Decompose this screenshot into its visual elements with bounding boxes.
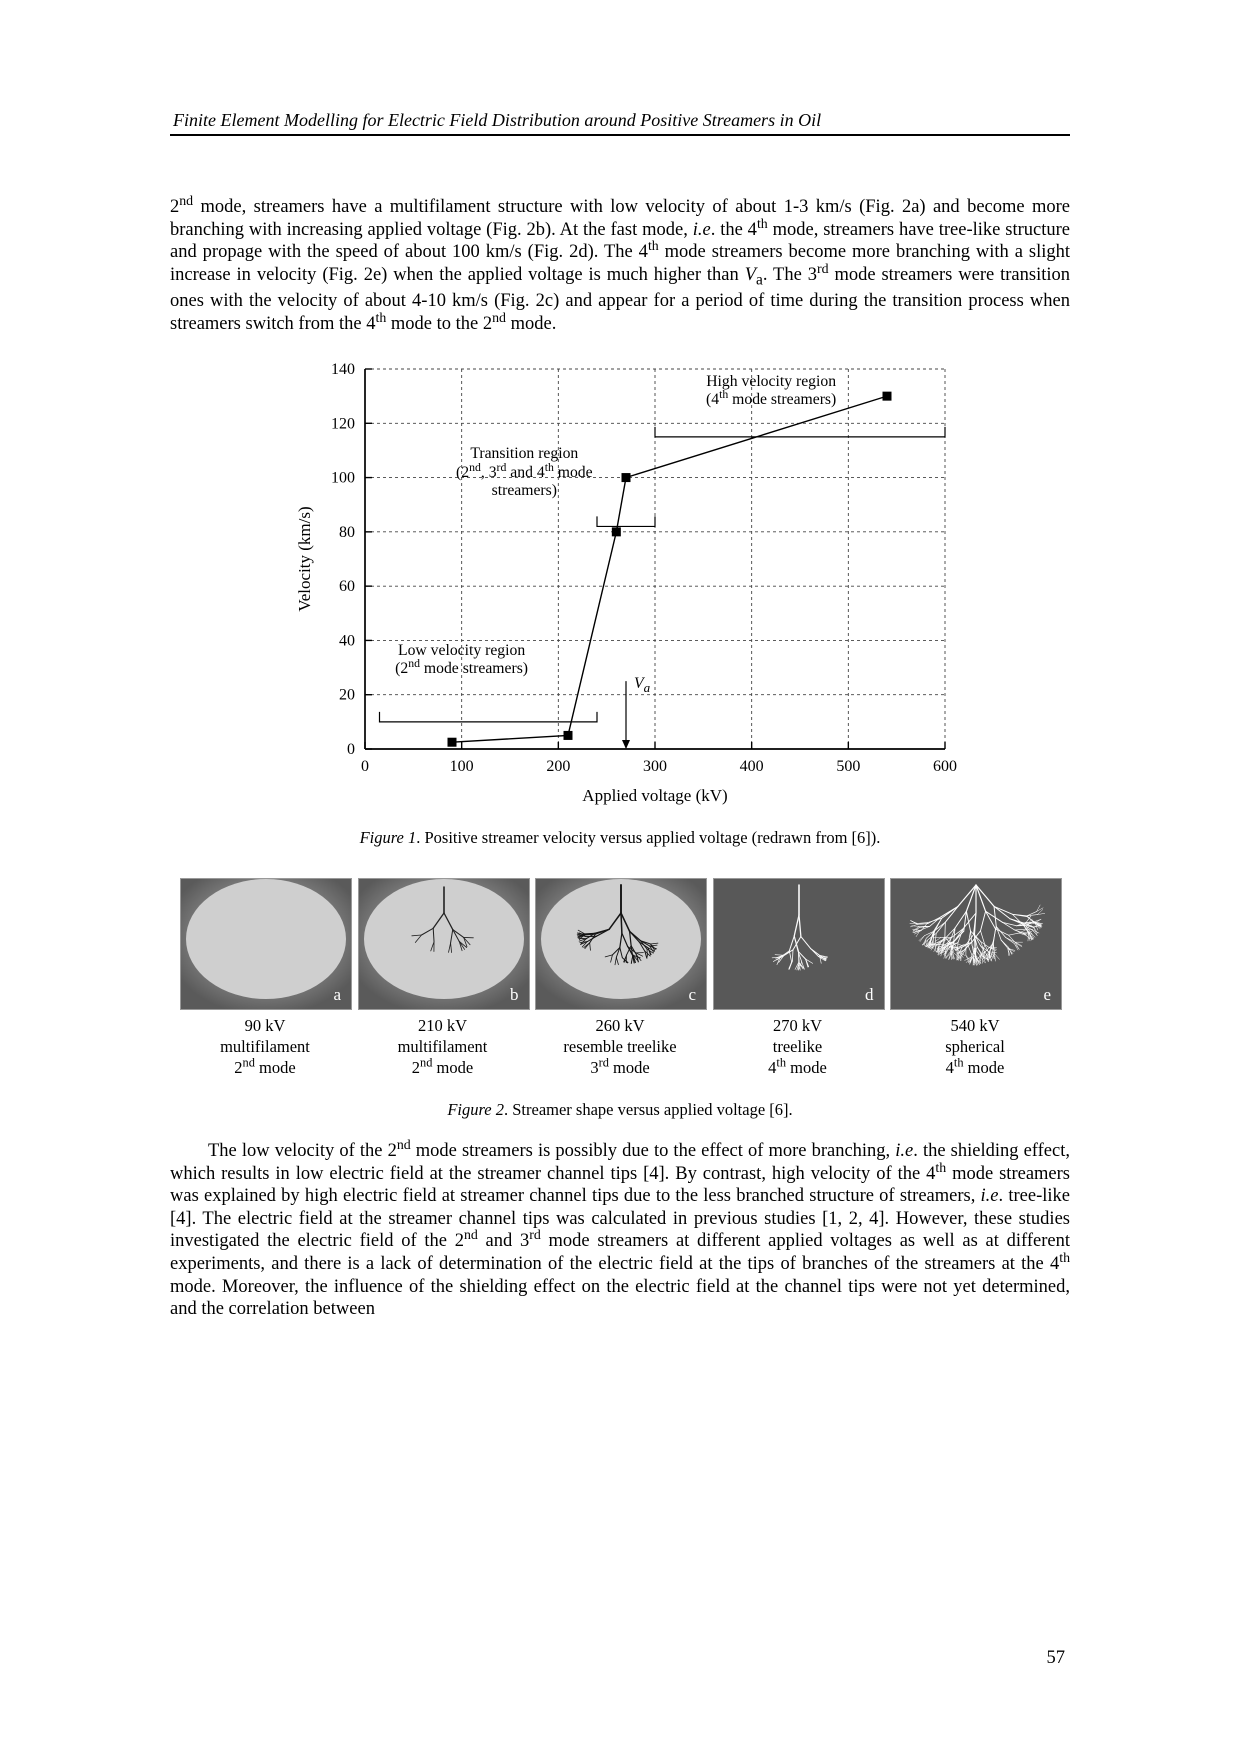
- svg-text:120: 120: [331, 416, 355, 433]
- paragraph-1: 2nd mode, streamers have a multifilament…: [170, 196, 1070, 335]
- svg-text:0: 0: [347, 741, 355, 758]
- svg-text:300: 300: [643, 758, 667, 775]
- figure-2-thumbnail: e: [890, 878, 1062, 1010]
- svg-text:600: 600: [933, 758, 957, 775]
- paragraph-2-text: The low velocity of the 2nd mode streame…: [170, 1140, 1070, 1321]
- svg-text:0: 0: [361, 758, 369, 775]
- figure-2-panel-labels: 90 kVmultifilament2nd mode: [180, 1016, 350, 1078]
- figure-2-thumbnail: b: [358, 878, 530, 1010]
- paragraph-2: The low velocity of the 2nd mode streame…: [170, 1140, 1070, 1321]
- svg-text:Velocity (km/s): Velocity (km/s): [295, 507, 314, 612]
- running-header: Finite Element Modelling for Electric Fi…: [170, 110, 1070, 136]
- figure-2-panel-letter: b: [510, 985, 519, 1005]
- figure-2-panel: c 260 kVresemble treelike3rd mode: [535, 878, 705, 1078]
- figure-2-panel-letter: c: [688, 985, 696, 1005]
- figure-2: a 90 kVmultifilament2nd mode b 210 kVmultif…: [180, 878, 1060, 1120]
- figure-2-caption: Figure 2. Streamer shape versus applied …: [180, 1100, 1060, 1120]
- paragraph-1-text: 2nd mode, streamers have a multifilament…: [170, 196, 1070, 335]
- figure-2-thumbnail: d: [713, 878, 885, 1010]
- svg-text:Applied voltage (kV): Applied voltage (kV): [582, 786, 727, 805]
- figure-1-plot: 0 20 40 60 80 100 120 140 0 100 200 300 400 500 600 App…: [275, 349, 965, 819]
- figure-2-thumbnail: a: [180, 878, 352, 1010]
- figure-2-panel-labels: 260 kVresemble treelike3rd mode: [535, 1016, 705, 1078]
- figure-2-panel-letter: a: [333, 985, 341, 1005]
- svg-text:200: 200: [546, 758, 570, 775]
- figure-1-caption: Figure 1. Positive streamer velocity ver…: [275, 828, 965, 848]
- figure-2-panel-letter: e: [1043, 985, 1051, 1005]
- figure-2-panels: a 90 kVmultifilament2nd mode b 210 kVmultif…: [180, 878, 1060, 1078]
- figure-1: 0 20 40 60 80 100 120 140 0 100 200 300 400 500 600 App…: [275, 349, 965, 848]
- svg-text:80: 80: [339, 524, 355, 541]
- page-number: 57: [1047, 1648, 1066, 1669]
- figure-2-thumbnail: c: [535, 878, 707, 1010]
- figure-2-panel: e 540 kVspherical4th mode: [890, 878, 1060, 1078]
- figure-2-panel-labels: 540 kVspherical4th mode: [890, 1016, 1060, 1078]
- svg-text:100: 100: [331, 470, 355, 487]
- figure-2-panel-labels: 270 kVtreelike4th mode: [713, 1016, 883, 1078]
- figure-2-panel: b 210 kVmultifilament2nd mode: [358, 878, 528, 1078]
- svg-text:20: 20: [339, 687, 355, 704]
- svg-text:40: 40: [339, 633, 355, 650]
- svg-text:100: 100: [450, 758, 474, 775]
- svg-text:60: 60: [339, 578, 355, 595]
- figure-2-panel: d 270 kVtreelike4th mode: [713, 878, 883, 1078]
- figure-2-panel-labels: 210 kVmultifilament2nd mode: [358, 1016, 528, 1078]
- svg-text:500: 500: [836, 758, 860, 775]
- figure-2-panel: a 90 kVmultifilament2nd mode: [180, 878, 350, 1078]
- svg-text:400: 400: [740, 758, 764, 775]
- svg-text:140: 140: [331, 361, 355, 378]
- page: Finite Element Modelling for Electric Fi…: [0, 0, 1240, 1754]
- figure-2-panel-letter: d: [865, 985, 874, 1005]
